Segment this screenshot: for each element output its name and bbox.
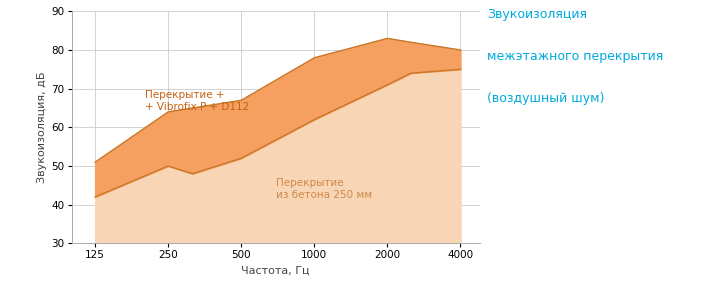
X-axis label: Частота, Гц: Частота, Гц (241, 266, 310, 276)
Y-axis label: Звукоизоляция, дБ: Звукоизоляция, дБ (37, 72, 47, 183)
Text: Перекрытие
из бетона 250 мм: Перекрытие из бетона 250 мм (276, 178, 372, 200)
Text: межэтажного перекрытия: межэтажного перекрытия (487, 50, 663, 63)
Text: Перекрытие +
+ Vibrofix P + D112: Перекрытие + + Vibrofix P + D112 (145, 90, 249, 112)
Text: (воздушный шум): (воздушный шум) (487, 92, 604, 105)
Text: Звукоизоляция: Звукоизоляция (487, 8, 587, 22)
